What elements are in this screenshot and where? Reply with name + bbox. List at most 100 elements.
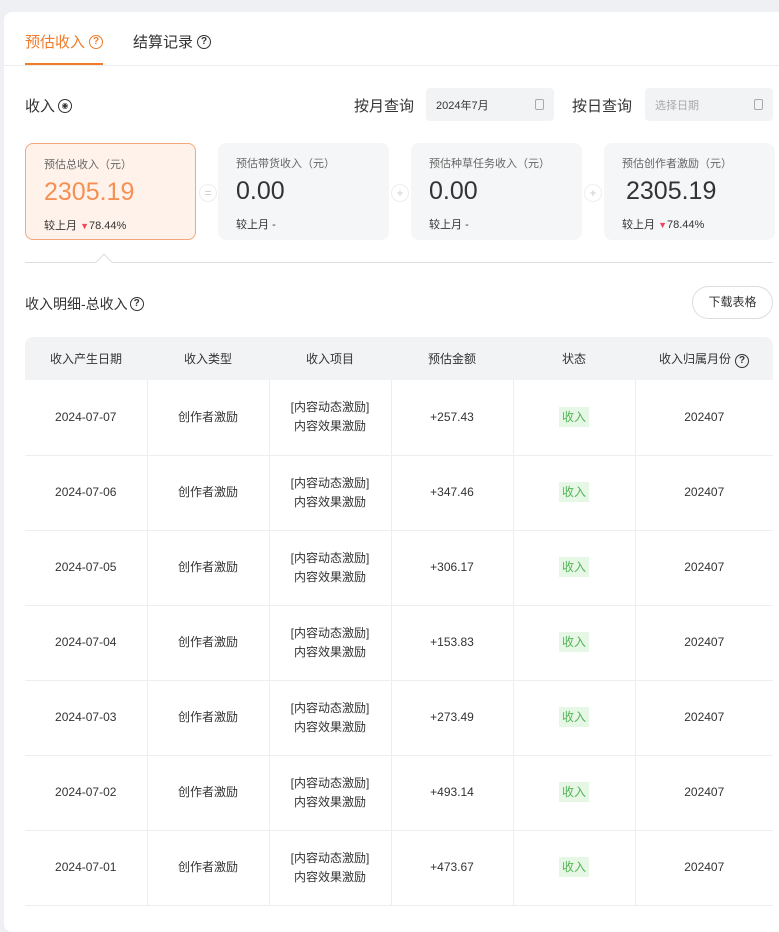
stat-total-income[interactable]: 预估总收入（元） 2305.19 较上月 ▼78.44% [25, 143, 196, 240]
month-cell: 202407 [635, 605, 773, 681]
help-icon[interactable]: ? [129, 297, 144, 311]
column-header: 收入归属月份? [635, 337, 773, 380]
stat-compare: 较上月 - [429, 216, 564, 232]
date-picker[interactable]: 选择日期 [645, 88, 773, 121]
stat-creator-incentive[interactable]: 预估创作者激励（元） 2305.19 较上月 ▼78.44% [604, 143, 775, 240]
type-cell: 创作者激励 [147, 755, 270, 831]
item-category: [内容动态激励] [290, 700, 370, 715]
status-cell: 收入 [513, 605, 636, 681]
income-heading: 收入 ◉ [25, 95, 73, 116]
tab-bar: 预估收入? 结算记录? [4, 12, 779, 66]
stat-value: 0.00 [236, 177, 285, 205]
income-table: 收入产生日期 收入类型 收入项目 预估金额 状态 收入归属月份? 2024-07-07 创… [25, 337, 773, 906]
date-cell: 2024-07-06 [25, 455, 148, 531]
income-label: 收入 [25, 98, 56, 115]
month-cell: 202407 [635, 680, 773, 756]
compare-label: 较上月 [622, 219, 655, 231]
stat-title: 预估总收入（元） [44, 159, 132, 171]
item-cell: [内容动态激励] 内容效果激励 [269, 380, 392, 456]
item-category: [内容动态激励] [290, 550, 370, 565]
table-row: 2024-07-04 创作者激励 [内容动态激励] 内容效果激励 +153.83 … [25, 605, 773, 681]
type-cell: 创作者激励 [147, 680, 270, 756]
item-name: 内容效果激励 [293, 494, 366, 509]
item-category: [内容动态激励] [290, 475, 370, 490]
help-icon[interactable]: ? [89, 34, 104, 49]
down-arrow-icon: ▼ [658, 220, 667, 230]
month-cell: 202407 [635, 455, 773, 531]
header-label: 收入归属月份 [658, 351, 731, 366]
month-cell: 202407 [635, 830, 773, 906]
status-badge: 收入 [558, 782, 589, 802]
amount-cell: +473.67 [391, 830, 514, 906]
plus-icon: + [584, 184, 602, 202]
item-cell: [内容动态激励] 内容效果激励 [269, 755, 392, 831]
status-badge: 收入 [558, 406, 589, 427]
stat-goods-income[interactable]: 预估带货收入（元） 0.00 较上月 - [218, 143, 389, 240]
type-cell: 创作者激励 [147, 455, 270, 531]
calendar-icon [754, 99, 763, 110]
stat-compare: 较上月 - [236, 216, 371, 232]
status-cell: 收入 [513, 380, 636, 456]
month-value: 2024年7月 [436, 99, 489, 112]
tab-label: 结算记录 [133, 34, 194, 51]
stat-value: 2305.19 [44, 178, 135, 206]
item-name: 内容效果激励 [293, 644, 366, 659]
month-query-label: 按月查询 [354, 98, 415, 115]
stat-title: 预估带货收入（元） [236, 158, 335, 170]
column-header: 收入产生日期 [25, 337, 147, 380]
item-name: 内容效果激励 [293, 869, 366, 884]
status-badge: 收入 [558, 482, 589, 502]
date-placeholder: 选择日期 [655, 99, 699, 112]
item-category: [内容动态激励] [290, 400, 370, 415]
compare-value: - [272, 219, 276, 231]
table-row: 2024-07-03 创作者激励 [内容动态激励] 内容效果激励 +273.49 … [25, 680, 773, 756]
compare-label: 较上月 [236, 219, 269, 231]
amount-cell: +257.43 [391, 380, 514, 456]
compare-label: 较上月 [429, 219, 462, 231]
item-category: [内容动态激励] [290, 850, 370, 865]
help-icon[interactable]: ? [735, 353, 749, 368]
day-query-label: 按日查询 [572, 98, 633, 115]
eye-icon[interactable]: ◉ [58, 98, 73, 113]
stat-value: 0.00 [429, 177, 478, 205]
detail-title: 收入明细-总收入 [25, 296, 128, 312]
stat-task-income[interactable]: 预估种草任务收入（元） 0.00 较上月 - [411, 143, 582, 240]
item-cell: [内容动态激励] 内容效果激励 [269, 830, 392, 906]
tab-estimated-income[interactable]: 预估收入? [25, 31, 104, 65]
status-badge: 收入 [558, 557, 589, 577]
column-header: 收入类型 [147, 337, 269, 380]
item-category: [内容动态激励] [290, 775, 370, 790]
column-header: 收入项目 [269, 337, 391, 380]
equals-icon: = [199, 184, 217, 202]
table-row: 2024-07-06 创作者激励 [内容动态激励] 内容效果激励 +347.46 … [25, 455, 773, 531]
stat-compare: 较上月 ▼78.44% [44, 217, 177, 233]
item-name: 内容效果激励 [293, 794, 366, 809]
item-name: 内容效果激励 [293, 569, 366, 584]
item-name: 内容效果激励 [293, 719, 366, 734]
header-label: 收入项目 [305, 352, 354, 366]
compare-value: - [465, 219, 469, 231]
detail-heading: 收入明细-总收入? [25, 294, 144, 314]
income-panel: 预估收入? 结算记录? 收入 ◉ 按月查询 2024年7月 按日查询 选择日期 预… [4, 12, 779, 932]
down-arrow-icon: ▼ [80, 221, 89, 231]
month-picker[interactable]: 2024年7月 [426, 88, 554, 121]
help-icon[interactable]: ? [197, 34, 212, 49]
item-cell: [内容动态激励] 内容效果激励 [269, 605, 392, 681]
download-table-button[interactable]: 下载表格 [692, 286, 773, 319]
tab-settlement-records[interactable]: 结算记录? [133, 31, 212, 52]
amount-cell: +273.49 [391, 680, 514, 756]
item-category: [内容动态激励] [290, 625, 370, 640]
item-cell: [内容动态激励] 内容效果激励 [269, 455, 392, 531]
table-row: 2024-07-02 创作者激励 [内容动态激励] 内容效果激励 +493.14 … [25, 755, 773, 831]
amount-cell: +306.17 [391, 530, 514, 606]
active-indicator [95, 253, 113, 271]
status-cell: 收入 [513, 680, 636, 756]
status-cell: 收入 [513, 530, 636, 606]
status-badge: 收入 [558, 857, 589, 877]
divider [25, 262, 773, 263]
stat-title: 预估种草任务收入（元） [429, 158, 550, 170]
date-cell: 2024-07-01 [25, 830, 148, 906]
amount-cell: +153.83 [391, 605, 514, 681]
month-cell: 202407 [635, 755, 773, 831]
header-label: 收入类型 [183, 352, 232, 366]
